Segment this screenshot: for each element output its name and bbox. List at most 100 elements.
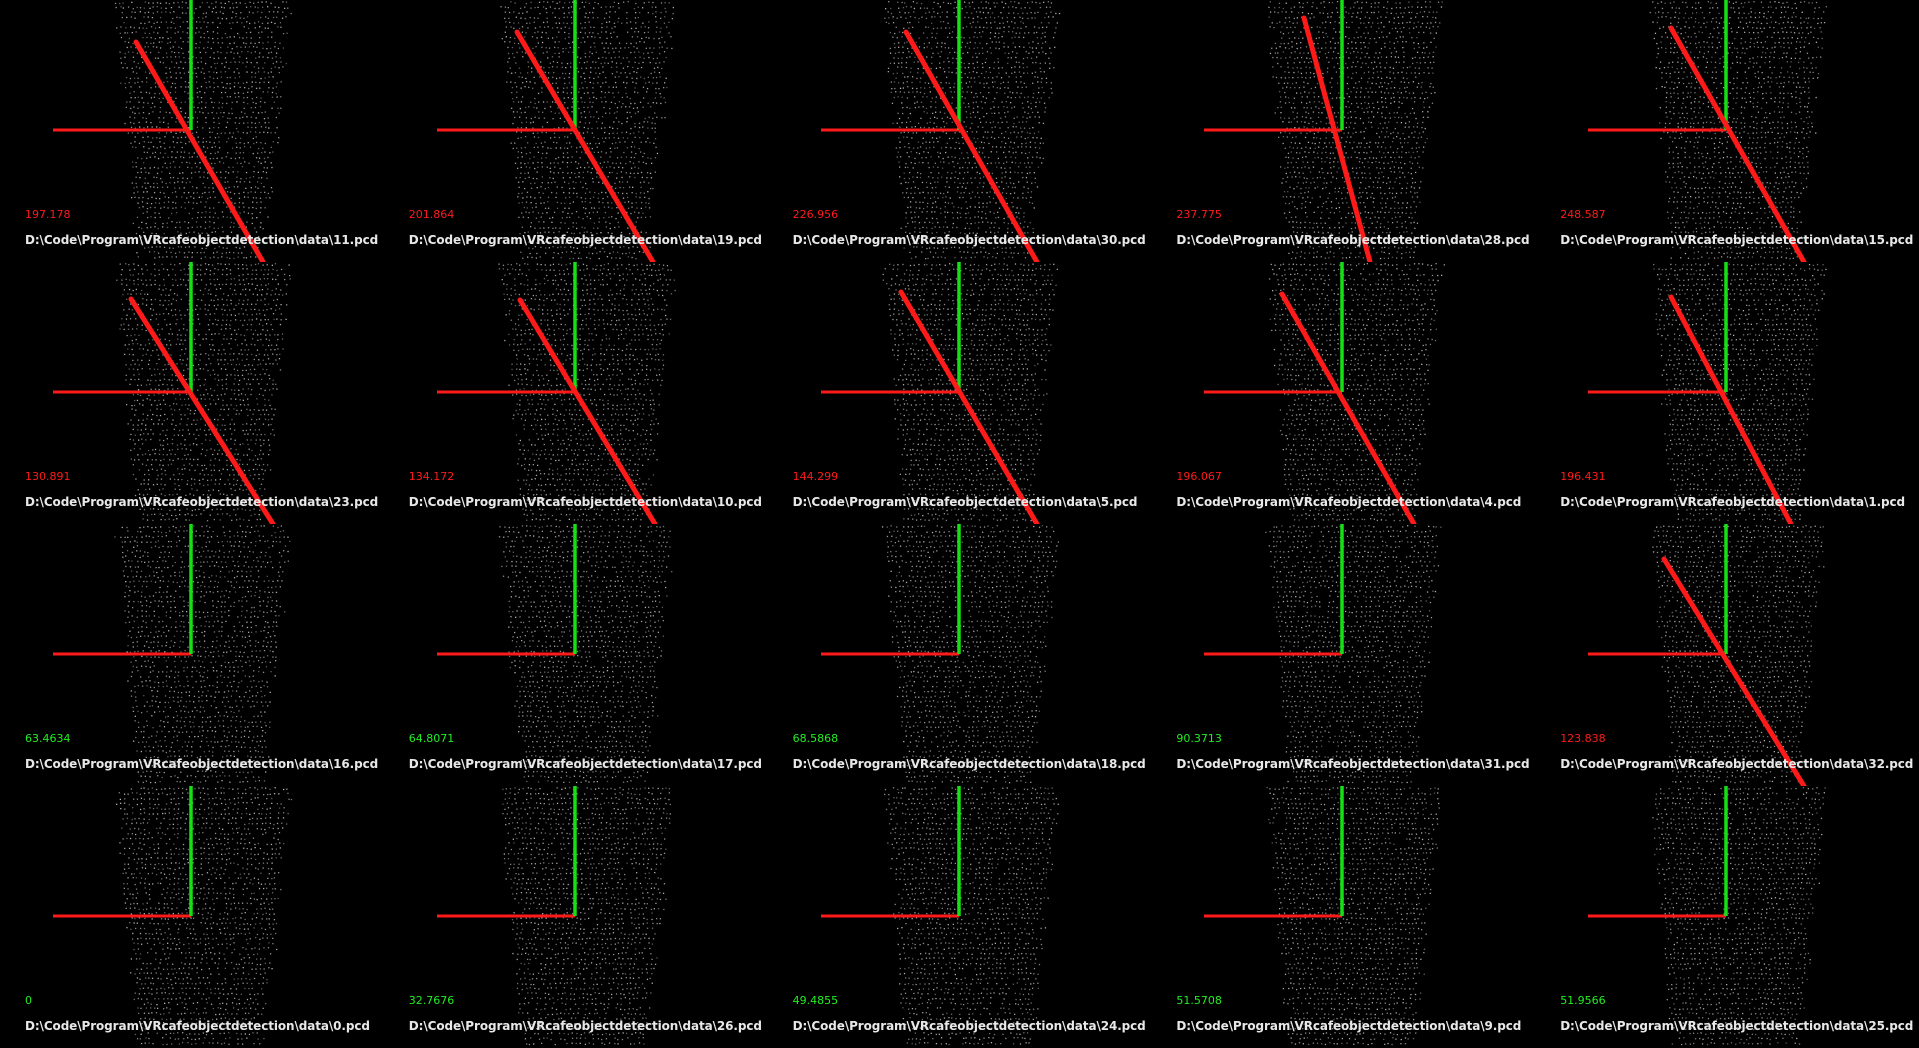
point-cloud [114, 1, 292, 260]
viewport-cell[interactable]: 197.178 D:\Code\Program\VRcafeobjectdetec… [0, 0, 384, 262]
file-path-label: D:\Code\Program\VRcafeobjectdetection\da… [1176, 233, 1529, 247]
viewport-cell[interactable]: 196.431 D:\Code\Program\VRcafeobjectdetec… [1535, 262, 1919, 524]
point-cloud-view [820, 262, 1058, 524]
normal-vector-line [133, 39, 266, 262]
file-path-label: D:\Code\Program\VRcafeobjectdetection\da… [793, 495, 1138, 509]
score-label: 248.587 [1560, 208, 1606, 221]
point-cloud [1652, 525, 1825, 784]
score-label: 197.178 [25, 208, 71, 221]
score-label: 196.431 [1560, 470, 1606, 483]
file-path-label: D:\Code\Program\VRcafeobjectdetection\da… [25, 757, 378, 771]
point-cloud-view [820, 0, 1060, 262]
file-path-label: D:\Code\Program\VRcafeobjectdetection\da… [1176, 495, 1521, 509]
viewport-cell[interactable]: 123.838 D:\Code\Program\VRcafeobjectdetec… [1535, 524, 1919, 786]
file-path-label: D:\Code\Program\VRcafeobjectdetection\da… [1560, 1019, 1913, 1033]
viewport-cell[interactable]: 49.4855 D:\Code\Program\VRcafeobjectdetec… [767, 786, 1152, 1048]
viewport-cell[interactable]: 237.775 D:\Code\Program\VRcafeobjectdetec… [1151, 0, 1536, 262]
point-cloud [882, 263, 1058, 522]
point-cloud-view [53, 786, 293, 1046]
viewport-cell[interactable]: 130.891 D:\Code\Program\VRcafeobjectdetec… [0, 262, 384, 524]
point-cloud-view [436, 0, 674, 262]
score-label: 0 [25, 994, 32, 1007]
file-path-label: D:\Code\Program\VRcafeobjectdetection\da… [793, 757, 1146, 771]
score-label: 63.4634 [25, 732, 71, 745]
file-path-label: D:\Code\Program\VRcafeobjectdetection\da… [793, 233, 1146, 247]
normal-vector-line [128, 296, 276, 524]
point-cloud [881, 525, 1059, 784]
point-cloud-view [1588, 262, 1827, 524]
score-label: 134.172 [409, 470, 455, 483]
point-cloud-view [436, 262, 676, 524]
point-cloud [498, 263, 676, 522]
score-label: 64.8071 [409, 732, 455, 745]
point-cloud [500, 1, 674, 260]
viewport-cell[interactable]: 134.172 D:\Code\Program\VRcafeobjectdetec… [383, 262, 768, 524]
viewport-cell[interactable]: 90.3713 D:\Code\Program\VRcafeobjectdetec… [1151, 524, 1536, 786]
normal-vector-line [898, 289, 1040, 524]
normal-vector-line [1301, 15, 1373, 262]
file-path-label: D:\Code\Program\VRcafeobjectdetection\da… [409, 757, 762, 771]
score-label: 226.956 [793, 208, 839, 221]
file-path-label: D:\Code\Program\VRcafeobjectdetection\da… [409, 233, 762, 247]
point-cloud-view [53, 524, 291, 784]
score-label: 196.067 [1176, 470, 1222, 483]
viewport-cell[interactable]: 32.7676 D:\Code\Program\VRcafeobjectdetec… [383, 786, 768, 1048]
viewport-cell[interactable]: 226.956 D:\Code\Program\VRcafeobjectdetec… [767, 0, 1152, 262]
point-cloud-view [1204, 262, 1446, 524]
point-cloud-view [53, 0, 292, 262]
viewport-cell[interactable]: 51.9566 D:\Code\Program\VRcafeobjectdetec… [1535, 786, 1919, 1048]
file-path-label: D:\Code\Program\VRcafeobjectdetection\da… [1560, 495, 1905, 509]
point-cloud-view [1204, 0, 1444, 262]
score-label: 144.299 [793, 470, 839, 483]
point-cloud-view [1204, 524, 1442, 784]
point-cloud [1649, 1, 1828, 260]
file-path-label: D:\Code\Program\VRcafeobjectdetection\da… [25, 233, 378, 247]
file-path-label: D:\Code\Program\VRcafeobjectdetection\da… [25, 495, 378, 509]
normal-vector-line [1661, 556, 1807, 786]
point-cloud [1653, 263, 1827, 522]
normal-vector-line [1668, 294, 1794, 524]
file-path-label: D:\Code\Program\VRcafeobjectdetection\da… [409, 1019, 762, 1033]
file-path-label: D:\Code\Program\VRcafeobjectdetection\da… [1560, 757, 1913, 771]
viewport-cell[interactable]: 144.299 D:\Code\Program\VRcafeobjectdetec… [767, 262, 1152, 524]
point-cloud-view [1588, 786, 1826, 1046]
score-label: 90.3713 [1176, 732, 1222, 745]
point-cloud-view [820, 524, 1059, 784]
normal-vector-line [517, 297, 658, 524]
normal-vector-line [903, 29, 1040, 262]
viewport-cell[interactable]: 51.5708 D:\Code\Program\VRcafeobjectdetec… [1151, 786, 1536, 1048]
normal-vector-line [1668, 25, 1807, 262]
point-cloud-view [436, 524, 673, 784]
score-label: 32.7676 [409, 994, 455, 1007]
point-cloud [1266, 787, 1441, 1046]
viewport-cell[interactable]: 201.864 D:\Code\Program\VRcafeobjectdetec… [383, 0, 768, 262]
score-label: 130.891 [25, 470, 71, 483]
viewport-cell[interactable]: 248.587 D:\Code\Program\VRcafeobjectdetec… [1535, 0, 1919, 262]
point-cloud-view [820, 786, 1059, 1046]
viewport-cell[interactable]: 68.5868 D:\Code\Program\VRcafeobjectdetec… [767, 524, 1152, 786]
point-cloud [498, 525, 673, 784]
score-label: 123.838 [1560, 732, 1606, 745]
point-cloud-view [1204, 786, 1441, 1046]
score-label: 51.5708 [1176, 994, 1222, 1007]
point-cloud [1652, 787, 1826, 1046]
file-path-label: D:\Code\Program\VRcafeobjectdetection\da… [793, 1019, 1146, 1033]
score-label: 68.5868 [793, 732, 839, 745]
file-path-label: D:\Code\Program\VRcafeobjectdetection\da… [1176, 757, 1529, 771]
score-label: 51.9566 [1560, 994, 1606, 1007]
point-cloud [114, 525, 291, 784]
file-path-label: D:\Code\Program\VRcafeobjectdetection\da… [1176, 1019, 1521, 1033]
point-cloud-view [1588, 0, 1828, 262]
viewport-cell[interactable]: 64.8071 D:\Code\Program\VRcafeobjectdetec… [383, 524, 768, 786]
point-cloud-view [436, 786, 671, 1046]
viewport-cell[interactable]: 196.067 D:\Code\Program\VRcafeobjectdetec… [1151, 262, 1536, 524]
point-cloud-view [53, 262, 291, 524]
viewport-cell[interactable]: 0 D:\Code\Program\VRcafeobjectdetection\d… [0, 786, 384, 1048]
viewport-cell[interactable]: 63.4634 D:\Code\Program\VRcafeobjectdetec… [0, 524, 384, 786]
score-label: 49.4855 [793, 994, 839, 1007]
normal-vector-line [1279, 291, 1417, 524]
file-path-label: D:\Code\Program\VRcafeobjectdetection\da… [409, 495, 762, 509]
score-label: 237.775 [1176, 208, 1222, 221]
point-cloud [116, 787, 293, 1046]
